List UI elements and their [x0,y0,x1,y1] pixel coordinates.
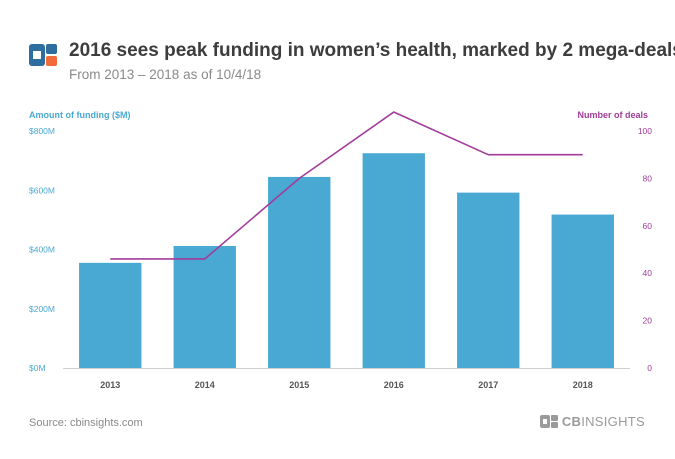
left-axis-label: Amount of funding ($M) [29,110,131,120]
left-tick-label: $0M [29,363,46,373]
x-tick-label: 2014 [195,380,215,390]
bar-2016 [362,153,425,368]
left-tick-label: $800M [29,126,55,136]
x-tick-label: 2018 [573,380,593,390]
x-tick-label: 2016 [384,380,404,390]
left-tick-label: $400M [29,245,55,255]
left-tick-label: $600M [29,185,55,195]
source-note: Source: cbinsights.com [29,417,143,429]
bar-2013 [79,262,142,368]
bar-2017 [457,192,520,368]
brand-mark: CBINSIGHTS [539,414,645,429]
x-tick-label: 2013 [100,380,120,390]
left-tick-label: $200M [29,304,55,314]
x-tick-label: 2015 [289,380,309,390]
right-axis-label: Number of deals [577,110,648,120]
bar-2018 [551,214,614,368]
cb-insights-logo-icon [29,44,57,66]
cb-brand-icon [539,415,558,428]
deals-line [110,111,583,260]
bar-2014 [173,245,236,368]
chart-subtitle: From 2013 – 2018 as of 10/4/18 [69,67,262,82]
right-tick-label: 0 [647,363,652,373]
right-tick-label: 80 [643,173,653,183]
right-tick-label: 40 [643,268,653,278]
chart-title: 2016 sees peak funding in women’s health… [69,40,675,61]
bar-2015 [268,176,331,368]
brand-text: CBINSIGHTS [561,414,645,429]
right-tick-label: 20 [643,316,653,326]
x-tick-label: 2017 [478,380,498,390]
right-tick-label: 100 [638,126,652,136]
right-tick-label: 60 [643,221,653,231]
